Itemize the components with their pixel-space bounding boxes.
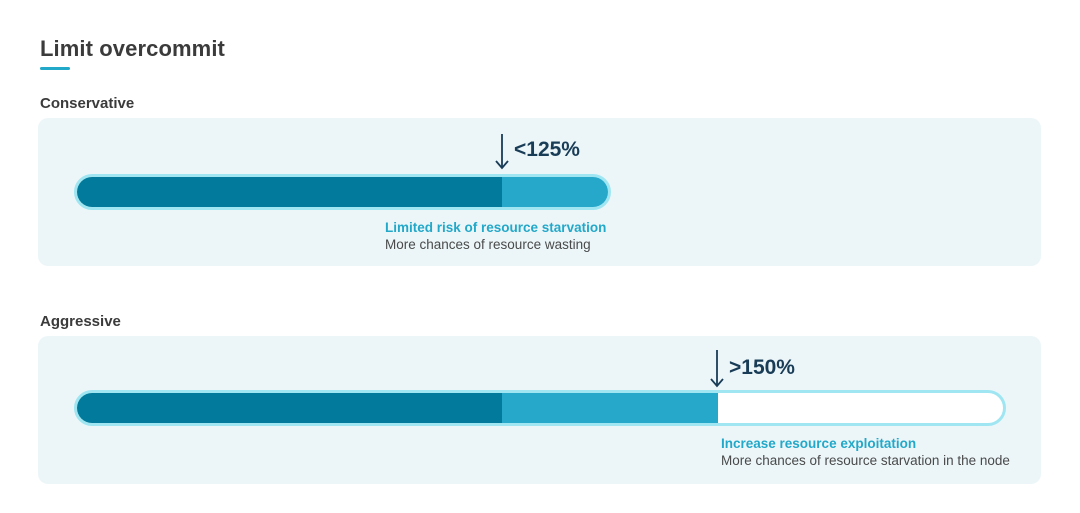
- threshold-value: <125%: [514, 138, 580, 161]
- progress-track-aggressive: [74, 390, 1006, 426]
- section-label-conservative: Conservative: [40, 95, 135, 112]
- panel-conservative: <125% Limited risk of resource starvatio…: [38, 118, 1041, 266]
- caption-strong: Increase resource exploitation: [721, 436, 917, 451]
- caption-weak: More chances of resource wasting: [385, 237, 591, 252]
- bar-segment-overcommit: [502, 177, 608, 207]
- panel-aggressive: >150% Increase resource exploitation Mor…: [38, 336, 1041, 484]
- title-underline: [40, 67, 70, 70]
- bar-segment-overcommit: [502, 393, 718, 423]
- marker-arrow-down-icon: [710, 350, 724, 388]
- marker-arrow-down-icon: [495, 134, 509, 170]
- page-title: Limit overcommit: [40, 36, 225, 61]
- caption-strong: Limited risk of resource starvation: [385, 220, 607, 235]
- bar-segment-base: [77, 177, 502, 207]
- section-label-aggressive: Aggressive: [40, 313, 121, 330]
- threshold-value: >150%: [729, 356, 795, 379]
- progress-track-conservative: [74, 174, 611, 210]
- bar-segment-base: [77, 393, 502, 423]
- caption-weak: More chances of resource starvation in t…: [721, 453, 1010, 468]
